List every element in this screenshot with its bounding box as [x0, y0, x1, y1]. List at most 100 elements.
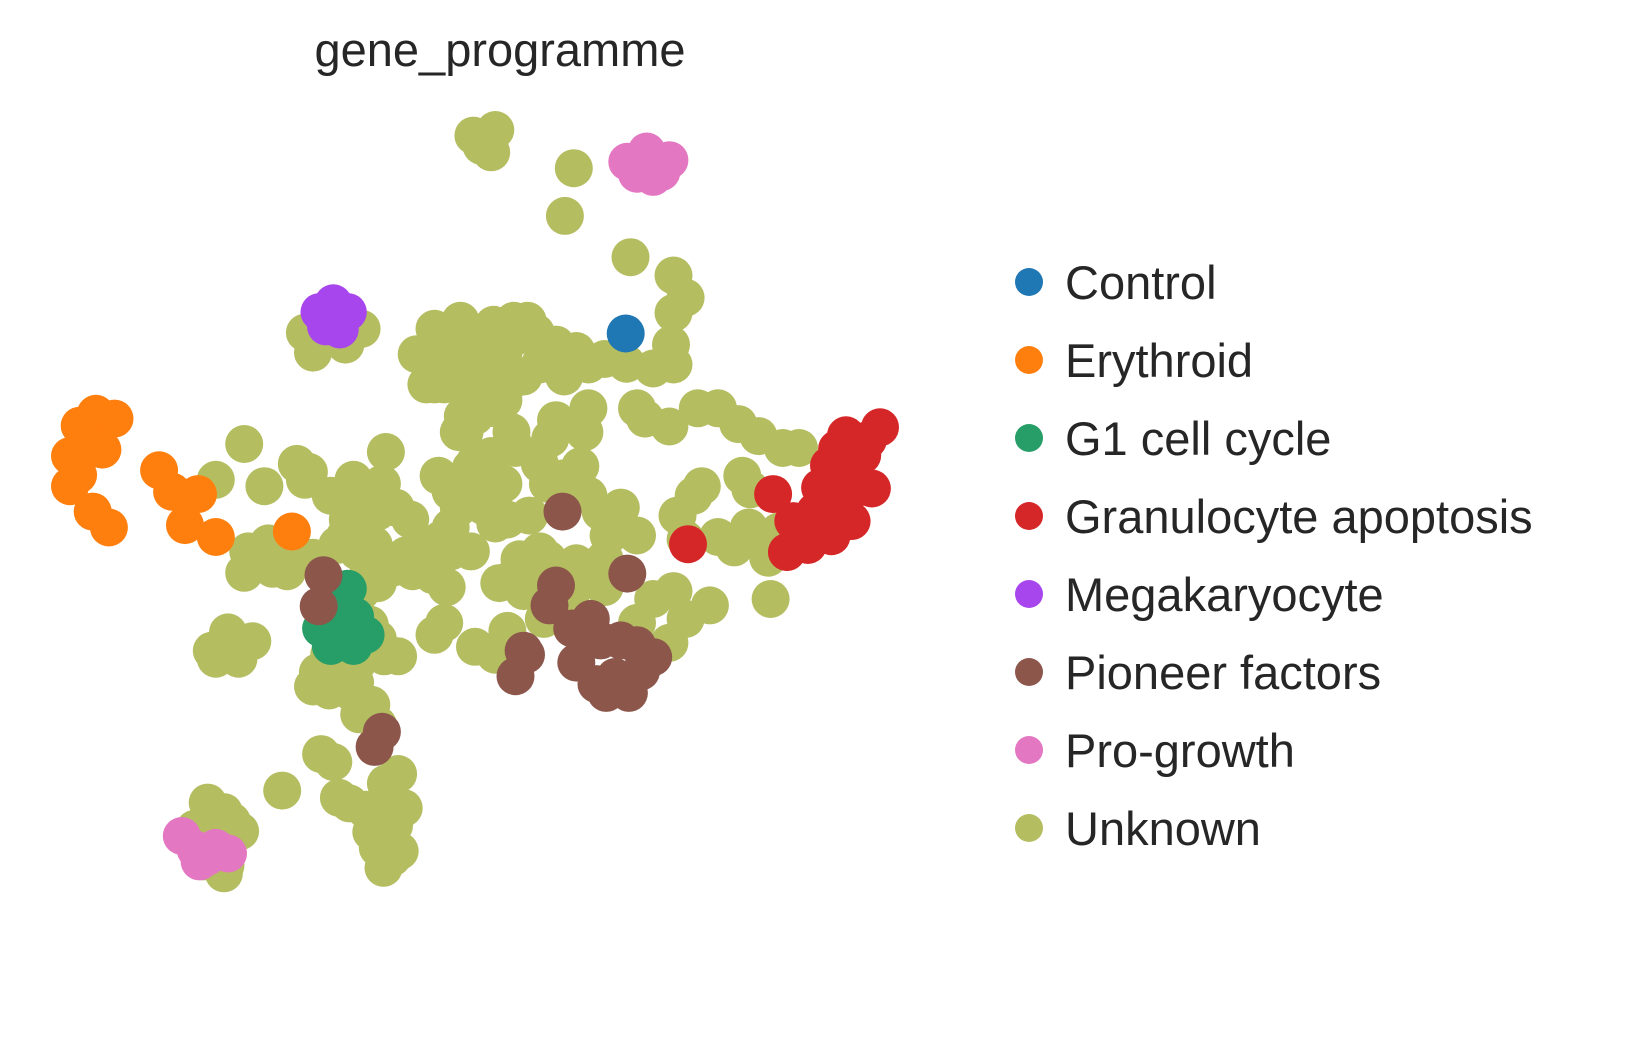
legend-label: Pro-growth	[1065, 723, 1295, 777]
point-erythroid	[179, 475, 217, 514]
legend-label: Pioneer factors	[1065, 645, 1382, 699]
point-unknown	[611, 238, 650, 277]
point-unknown	[454, 116, 493, 155]
point-erythroid	[89, 508, 128, 547]
point-pro-growth	[180, 842, 219, 881]
legend-label: Granulocyte apoptosis	[1065, 489, 1533, 543]
legend-item-erythroid: Erythroid	[1015, 321, 1533, 399]
point-pioneer-factors	[530, 586, 569, 625]
legend-label: G1 cell cycle	[1065, 411, 1332, 465]
point-erythroid	[59, 456, 98, 494]
point-granulocyte-apoptosis	[861, 408, 899, 447]
point-megakaryocyte	[307, 307, 345, 346]
point-unknown	[545, 196, 584, 235]
series-unknown	[175, 111, 818, 893]
point-unknown	[634, 349, 673, 388]
point-unknown	[319, 778, 358, 817]
point-pioneer-factors	[543, 492, 582, 531]
point-unknown	[545, 357, 584, 396]
point-pioneer-factors	[299, 587, 338, 626]
point-unknown	[456, 627, 494, 666]
point-pro-growth	[642, 153, 681, 192]
point-unknown	[585, 340, 624, 378]
legend-item-pioneer-factors: Pioneer factors	[1015, 633, 1533, 711]
legend-swatch	[1015, 580, 1043, 608]
legend-swatch	[1015, 424, 1043, 452]
point-unknown	[554, 149, 593, 188]
point-unknown	[480, 564, 519, 603]
point-pioneer-factors	[504, 631, 543, 670]
legend-label: Control	[1065, 255, 1217, 309]
point-unknown	[263, 771, 302, 810]
point-unknown	[474, 305, 513, 344]
point-unknown	[510, 496, 549, 535]
legend-item-pro-growth: Pro-growth	[1015, 711, 1533, 789]
points-layer	[51, 111, 899, 893]
point-unknown	[569, 389, 608, 428]
point-unknown	[729, 508, 768, 547]
point-unknown	[439, 413, 478, 452]
series-granulocyte-apoptosis	[669, 408, 899, 572]
legend-swatch	[1015, 736, 1043, 764]
legend-swatch	[1015, 346, 1043, 374]
point-erythroid	[166, 506, 204, 545]
legend-label: Erythroid	[1065, 333, 1254, 387]
legend-label: Unknown	[1065, 801, 1261, 855]
point-unknown	[654, 293, 693, 332]
chart-title: gene_programme	[314, 23, 686, 76]
point-granulocyte-apoptosis	[669, 525, 707, 564]
point-erythroid	[83, 430, 122, 469]
point-erythroid	[95, 399, 134, 438]
legend-swatch	[1015, 814, 1043, 842]
point-unknown	[427, 568, 466, 607]
legend-item-megakaryocyte: Megakaryocyte	[1015, 555, 1533, 633]
point-unknown	[415, 615, 454, 654]
point-unknown	[650, 407, 689, 446]
series-control	[606, 314, 645, 353]
legend-item-g1-cell-cycle: G1 cell cycle	[1015, 399, 1533, 477]
legend: Control Erythroid G1 cell cycle Granulocyte…	[1015, 243, 1533, 867]
point-unknown	[213, 631, 251, 670]
point-unknown	[561, 447, 600, 486]
legend-label: Megakaryocyte	[1065, 567, 1384, 621]
legend-swatch	[1015, 268, 1043, 296]
legend-item-unknown: Unknown	[1015, 789, 1533, 867]
point-unknown	[245, 467, 284, 506]
legend-item-granulocyte-apoptosis: Granulocyte apoptosis	[1015, 477, 1533, 555]
point-unknown	[618, 516, 656, 555]
point-unknown	[225, 425, 264, 463]
point-unknown	[379, 755, 418, 793]
series-erythroid	[51, 394, 311, 556]
point-control	[606, 314, 645, 353]
point-unknown	[375, 806, 413, 845]
point-pioneer-factors	[362, 712, 401, 751]
legend-swatch	[1015, 502, 1043, 530]
point-pioneer-factors	[304, 556, 343, 595]
point-granulocyte-apoptosis	[754, 475, 793, 514]
legend-item-control: Control	[1015, 243, 1533, 321]
point-unknown	[397, 335, 436, 374]
point-unknown	[415, 365, 454, 404]
point-pioneer-factors	[609, 673, 648, 712]
point-erythroid	[272, 512, 311, 551]
point-unknown	[391, 500, 430, 539]
series-pioneer-factors	[299, 492, 673, 766]
point-g1-cell-cycle	[311, 627, 350, 665]
legend-swatch	[1015, 658, 1043, 686]
point-erythroid	[196, 518, 235, 556]
point-unknown	[751, 580, 790, 618]
point-unknown	[780, 429, 818, 467]
series-megakaryocyte	[300, 284, 367, 349]
point-unknown	[451, 532, 490, 571]
point-granulocyte-apoptosis	[796, 492, 835, 531]
series-g1-cell-cycle	[302, 569, 385, 665]
point-unknown	[314, 743, 353, 781]
point-unknown	[496, 429, 535, 467]
point-granulocyte-apoptosis	[767, 533, 806, 572]
point-pioneer-factors	[557, 643, 596, 682]
scatter-plot-area	[51, 111, 899, 893]
point-unknown	[366, 433, 405, 471]
series-pro-growth	[162, 132, 689, 881]
point-pioneer-factors	[608, 554, 647, 593]
